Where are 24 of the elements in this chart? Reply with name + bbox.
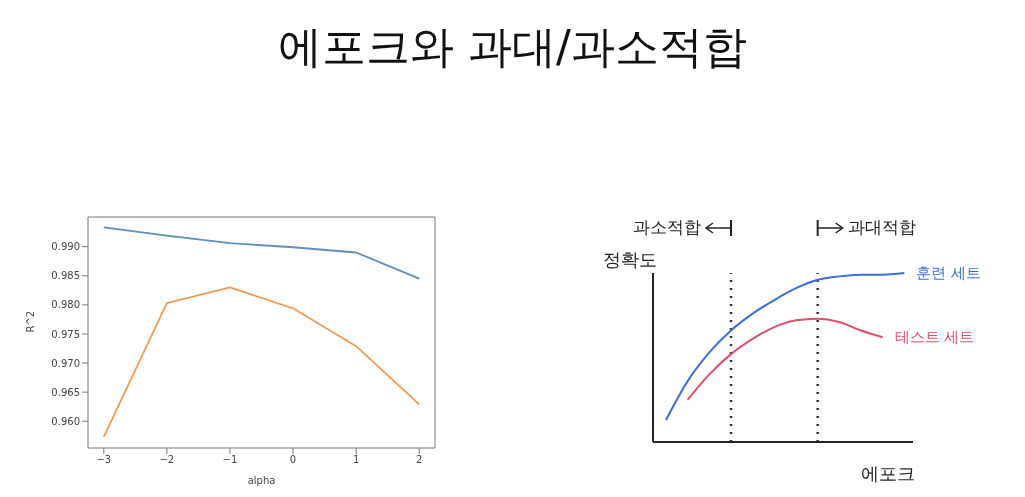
x-tick-label: 1 [352, 454, 360, 466]
y-tick-label: 0.965 [51, 386, 80, 398]
x-tick-label: 0 [289, 454, 297, 466]
y-tick-label: 0.985 [51, 270, 80, 282]
text: 과대적합 [847, 217, 916, 237]
x-tick-label: −1 [222, 454, 238, 466]
text: 과소적합 [633, 217, 701, 237]
y-tick-label: 0.975 [51, 328, 80, 340]
x-tick-label: 2 [416, 454, 423, 466]
y-axis-title: R^2 [24, 310, 36, 333]
y-tick-label: 0.980 [51, 299, 80, 311]
y-tick-label: 0.960 [51, 415, 80, 427]
series-label: 테스트 세트 [894, 327, 975, 346]
x-tick-label: −2 [159, 454, 175, 466]
y-tick-label: 0.970 [51, 357, 80, 369]
x-axis-title: alpha [247, 475, 276, 486]
x-tick-label: −3 [96, 454, 112, 466]
line-series [102, 226, 421, 280]
y-axis-title: 정확도 [603, 248, 657, 270]
y-tick-label: 0.990 [51, 241, 80, 253]
series-label: 훈련 세트 [916, 263, 982, 282]
line-series [102, 286, 421, 438]
x-axis-title: 에포크 [861, 463, 915, 484]
chart-title: 에포크와 과대/과소적합 [277, 20, 748, 74]
